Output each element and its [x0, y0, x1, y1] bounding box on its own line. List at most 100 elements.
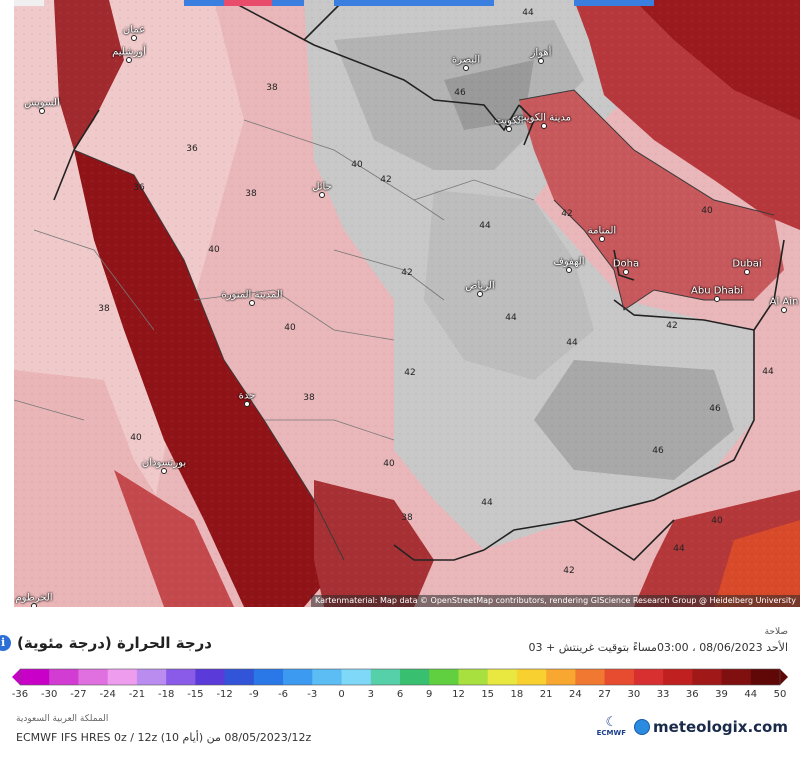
isotherm-label: 38	[401, 513, 413, 523]
brand-logos[interactable]: ☾ ECMWF meteologix.com	[597, 716, 788, 737]
city-marker-icon	[781, 307, 787, 313]
city-label: الخرطوم	[15, 592, 53, 604]
isotherm-label: 44	[566, 338, 578, 348]
isotherm-label: 40	[208, 245, 220, 255]
city-marker-icon	[714, 296, 720, 302]
city-marker-icon	[126, 57, 132, 63]
city-label: المدينة المنورة	[221, 289, 283, 301]
color-scale-tick: -12	[216, 689, 233, 700]
color-scale-swatch	[49, 669, 79, 685]
isotherm-label: 44	[522, 8, 534, 18]
city-marker-icon	[506, 126, 512, 132]
isotherm-label: 42	[561, 209, 573, 219]
isotherm-label: 36	[133, 183, 145, 193]
city-marker-icon	[599, 236, 605, 242]
isotherm-label: 42	[666, 321, 678, 331]
isotherm-label: 40	[383, 459, 395, 469]
color-scale-tick: 24	[569, 689, 582, 700]
city-marker-icon	[566, 267, 572, 273]
city-label: Dubai	[732, 258, 762, 270]
color-scale-swatch	[429, 669, 459, 685]
color-scale-tick: 3	[367, 689, 374, 700]
isotherm-label: 44	[505, 313, 517, 323]
legend-panel: درجة الحرارة (درجة مئوية) i صلاحة الأحد …	[0, 607, 800, 759]
color-scale-tick: -15	[187, 689, 204, 700]
isotherm-label: 40	[701, 206, 713, 216]
brand-text: meteologix.com	[653, 718, 788, 736]
city-label: أهواز	[530, 47, 552, 59]
color-scale-tick: 9	[426, 689, 433, 700]
valid-time: الأحد 08/06/2023 ، 03:00مساءً بتوقيت غري…	[528, 641, 788, 654]
map-attribution[interactable]: Kartenmaterial: Map data © OpenStreetMap…	[310, 595, 800, 607]
isotherm-label: 44	[762, 367, 774, 377]
color-scale-swatch	[341, 669, 372, 685]
color-scale-swatch	[283, 669, 313, 685]
color-scale-tick: 30	[627, 689, 641, 700]
color-scale-swatch	[663, 669, 693, 685]
color-scale-swatch	[487, 669, 518, 685]
color-scale-swatch	[633, 669, 664, 685]
color-scale-tick: -24	[99, 689, 116, 700]
isotherm-label: 44	[481, 498, 493, 508]
city-label: Doha	[612, 258, 640, 270]
city-label: Abu Dhabi	[691, 285, 743, 297]
valid-label: صلاحة	[764, 627, 788, 637]
color-scale-swatch	[253, 669, 284, 685]
city-label: جدة	[238, 390, 256, 402]
weather-map[interactable]: 38 36 40 42 38 44 42 44 44 42 46 46 40 44 38 40 40 46 44 42…	[14, 0, 800, 607]
isotherm-label: 40	[711, 516, 723, 526]
city-marker-icon	[477, 291, 483, 297]
color-scale-max-arrow	[780, 669, 788, 685]
parameter-title-text: درجة الحرارة (درجة مئوية)	[17, 634, 212, 652]
city-label: الرياض	[465, 280, 495, 292]
color-scale-swatch	[370, 669, 401, 685]
city-marker-icon	[161, 468, 167, 474]
isotherm-label: 46	[709, 404, 721, 414]
color-scale-swatch	[546, 669, 576, 685]
color-scale-tick: 36	[685, 689, 699, 700]
city-marker-icon	[249, 300, 255, 306]
color-scale-tick: 18	[510, 689, 524, 700]
color-scale-tick: -18	[157, 689, 175, 700]
color-scale-tick: 21	[539, 689, 553, 700]
isotherm-label: 36	[186, 144, 198, 154]
isotherm-label: 38	[303, 393, 315, 403]
city-marker-icon	[39, 108, 45, 114]
isotherm-label: 44	[479, 221, 491, 231]
city-label: السويس	[24, 97, 60, 109]
isotherm-label: 42	[380, 175, 392, 185]
color-scale-tick: 15	[481, 689, 495, 700]
parameter-title: درجة الحرارة (درجة مئوية) i	[0, 634, 212, 652]
city-marker-icon	[538, 58, 544, 64]
city-label: أورشليم	[112, 46, 146, 58]
city-marker-icon	[319, 192, 325, 198]
color-scale-tick: -27	[70, 689, 87, 700]
temperature-field	[14, 0, 800, 607]
color-scale-tick: -9	[248, 689, 259, 700]
color-scale-swatch	[107, 669, 138, 685]
isotherm-label: 40	[351, 160, 363, 170]
color-scale-swatch	[575, 669, 606, 685]
color-scale-swatch	[312, 669, 343, 685]
color-scale-swatch	[136, 669, 167, 685]
color-scale-tick: -3	[307, 689, 318, 700]
meteologix-logo[interactable]: meteologix.com	[634, 718, 788, 736]
province-borders	[14, 119, 535, 441]
city-label: عمان	[122, 24, 146, 36]
city-marker-icon	[744, 269, 750, 275]
isotherm-label: 40	[284, 323, 296, 333]
info-icon[interactable]: i	[0, 635, 12, 651]
color-scale-tick: -30	[41, 689, 58, 700]
color-scale-tick: -36	[11, 689, 29, 700]
city-label: الكويت	[494, 115, 524, 127]
isotherm-label: 38	[266, 83, 278, 93]
color-scale-ticks: -36 -30 -27 -24 -21 -18 -15 -12 -9 -6 -3 0 3 6 9 12 15 18…	[0, 689, 800, 703]
color-scale-swatch	[20, 669, 50, 685]
color-scale-tick: 50	[773, 689, 787, 700]
color-scale-tick: 0	[338, 689, 345, 700]
color-scale-swatch	[692, 669, 723, 685]
coastlines	[73, 89, 775, 561]
color-scale-swatch	[224, 669, 255, 685]
color-scale-tick: 12	[452, 689, 465, 700]
city-marker-icon	[541, 123, 547, 129]
